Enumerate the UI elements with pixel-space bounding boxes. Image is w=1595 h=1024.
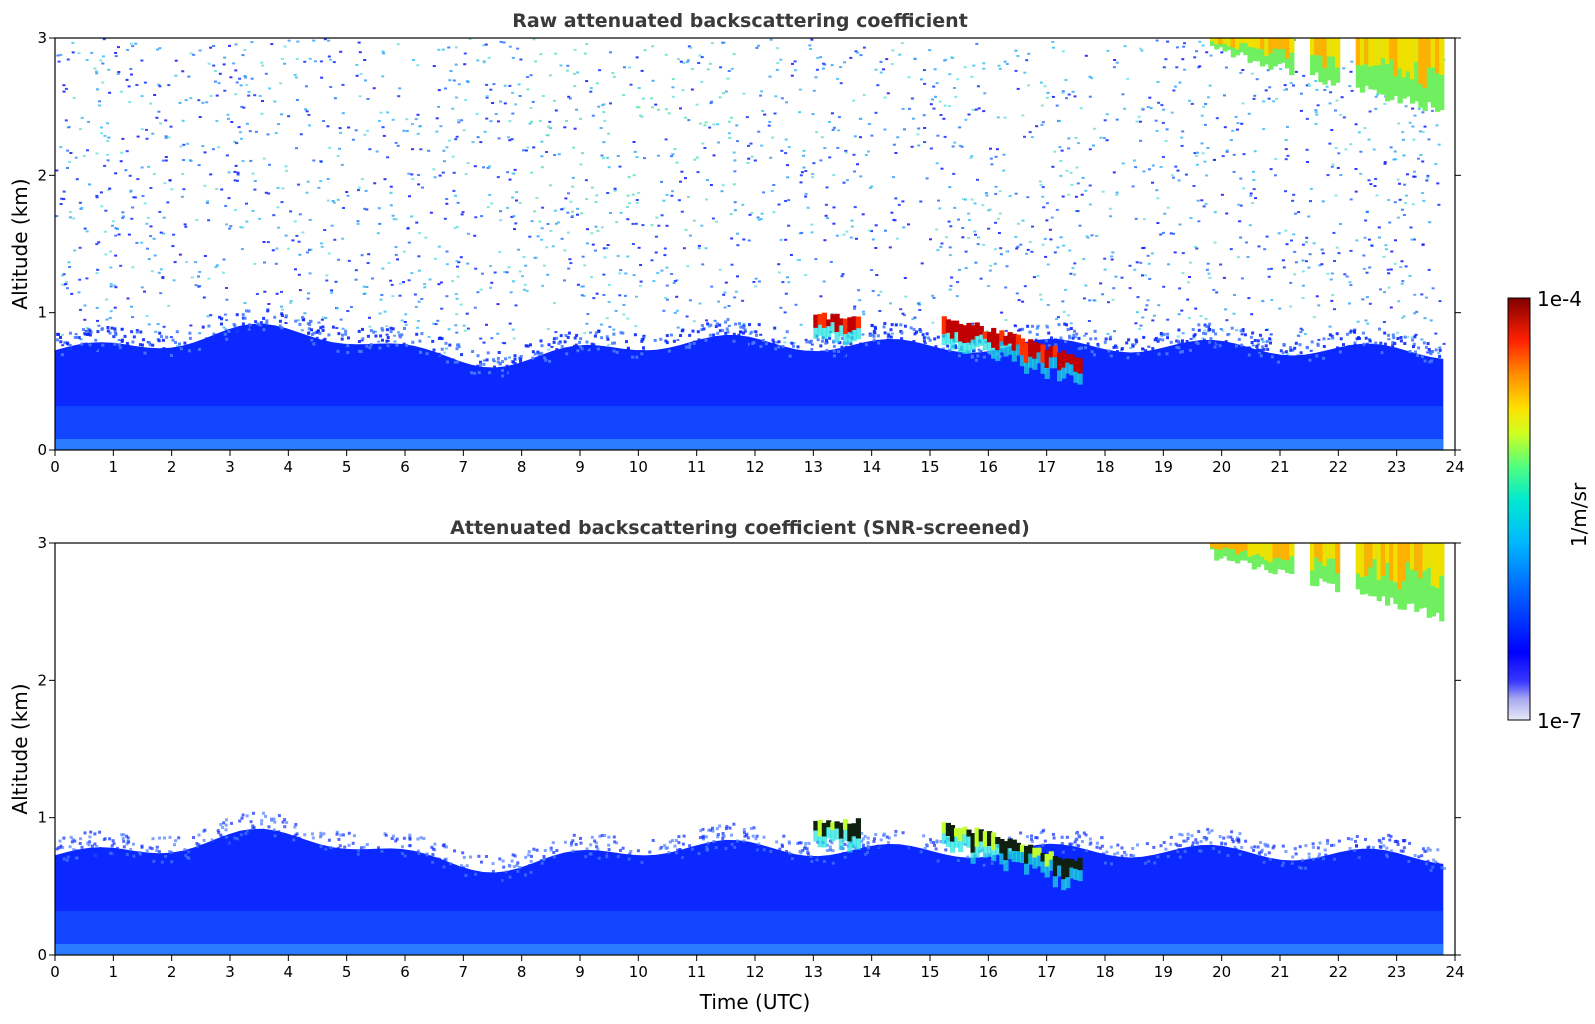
x-tick-label: 7 xyxy=(459,458,469,476)
x-tick-label: 3 xyxy=(225,963,235,981)
x-tick-label: 13 xyxy=(804,963,823,981)
x-tick-label: 2 xyxy=(167,963,177,981)
x-tick-label: 14 xyxy=(862,458,881,476)
x-tick-label: 15 xyxy=(920,458,939,476)
x-axis-label: Time (UTC) xyxy=(699,990,811,1014)
panel-snr-screened: Attenuated backscattering coefficient (S… xyxy=(8,517,1465,1014)
x-tick-label: 13 xyxy=(804,458,823,476)
y-ticks: 0 1 2 3 xyxy=(37,29,1461,459)
surface-layer xyxy=(55,944,1444,955)
x-tick-label: 14 xyxy=(862,963,881,981)
heatmap-raw xyxy=(55,38,1455,450)
x-ticks: 0 1 2 3 4 5 6 7 8 9 10 11 12 13 14 15 16 17 18 19 20 21 22 23 24 xyxy=(50,955,1465,981)
x-tick-label: 20 xyxy=(1212,458,1231,476)
y-ticks: 0 1 2 3 xyxy=(37,534,1461,964)
y-tick-label: 1 xyxy=(37,809,47,827)
y-tick-label: 2 xyxy=(37,166,47,184)
low-cloud xyxy=(941,822,1083,891)
x-tick-label: 18 xyxy=(1095,963,1114,981)
boundary-layer-edge xyxy=(56,308,1442,378)
low-cloud xyxy=(813,312,861,346)
x-tick-label: 10 xyxy=(629,458,648,476)
x-tick-label: 15 xyxy=(920,963,939,981)
x-tick-label: 4 xyxy=(284,963,294,981)
y-tick-label: 3 xyxy=(37,29,47,47)
x-tick-label: 22 xyxy=(1329,458,1348,476)
x-tick-label: 21 xyxy=(1270,963,1289,981)
x-tick-label: 17 xyxy=(1037,458,1056,476)
y-tick-label: 2 xyxy=(37,671,47,689)
x-tick-label: 12 xyxy=(745,458,764,476)
high-cloud xyxy=(1210,38,1445,112)
x-tick-label: 21 xyxy=(1270,458,1289,476)
panel-raw: Raw attenuated backscattering coefficien… xyxy=(8,10,1465,476)
panel-title: Attenuated backscattering coefficient (S… xyxy=(450,517,1030,539)
x-tick-label: 19 xyxy=(1154,458,1173,476)
y-tick-label: 3 xyxy=(37,534,47,552)
x-tick-label: 19 xyxy=(1154,963,1173,981)
x-tick-label: 8 xyxy=(517,458,527,476)
x-tick-label: 1 xyxy=(109,963,119,981)
x-tick-label: 23 xyxy=(1387,458,1406,476)
high-cloud xyxy=(1210,543,1445,622)
x-tick-label: 7 xyxy=(459,963,469,981)
x-tick-label: 8 xyxy=(517,963,527,981)
x-tick-label: 9 xyxy=(575,963,585,981)
x-tick-label: 6 xyxy=(400,458,410,476)
x-tick-label: 12 xyxy=(745,963,764,981)
x-tick-label: 5 xyxy=(342,963,352,981)
colorbar: 1e-4 1e-7 1/m/sr xyxy=(1507,287,1591,733)
y-axis-label: Altitude (km) xyxy=(8,683,32,814)
x-tick-label: 5 xyxy=(342,458,352,476)
x-tick-label: 18 xyxy=(1095,458,1114,476)
panel-title: Raw attenuated backscattering coefficien… xyxy=(512,10,968,32)
x-tick-label: 24 xyxy=(1445,963,1464,981)
surface-layer xyxy=(55,439,1444,450)
x-tick-label: 24 xyxy=(1445,458,1464,476)
x-tick-label: 17 xyxy=(1037,963,1056,981)
colorbar-gradient xyxy=(1507,297,1531,721)
x-tick-label: 4 xyxy=(284,458,294,476)
x-tick-label: 9 xyxy=(575,458,585,476)
colorbar-min-label: 1e-7 xyxy=(1537,709,1582,733)
y-tick-label: 0 xyxy=(37,946,47,964)
x-ticks: 0 1 2 3 4 5 6 7 8 9 10 11 12 13 14 15 16 17 18 19 20 21 22 23 24 xyxy=(50,450,1465,476)
y-tick-label: 1 xyxy=(37,304,47,322)
x-tick-label: 2 xyxy=(167,458,177,476)
x-tick-label: 1 xyxy=(109,458,119,476)
y-axis-label: Altitude (km) xyxy=(8,178,32,309)
colorbar-max-label: 1e-4 xyxy=(1537,287,1582,311)
x-tick-label: 3 xyxy=(225,458,235,476)
x-tick-label: 11 xyxy=(687,458,706,476)
x-tick-label: 22 xyxy=(1329,963,1348,981)
x-tick-label: 0 xyxy=(50,963,60,981)
x-tick-label: 16 xyxy=(979,963,998,981)
colorbar-label: 1/m/sr xyxy=(1567,482,1591,547)
x-tick-label: 6 xyxy=(400,963,410,981)
heatmap-snr-screened xyxy=(55,543,1455,955)
y-tick-label: 0 xyxy=(37,441,47,459)
low-cloud xyxy=(941,316,1083,385)
x-tick-label: 23 xyxy=(1387,963,1406,981)
x-tick-label: 20 xyxy=(1212,963,1231,981)
x-tick-label: 11 xyxy=(687,963,706,981)
low-cloud xyxy=(813,818,861,853)
x-tick-label: 0 xyxy=(50,458,60,476)
x-tick-label: 10 xyxy=(629,963,648,981)
x-tick-label: 16 xyxy=(979,458,998,476)
